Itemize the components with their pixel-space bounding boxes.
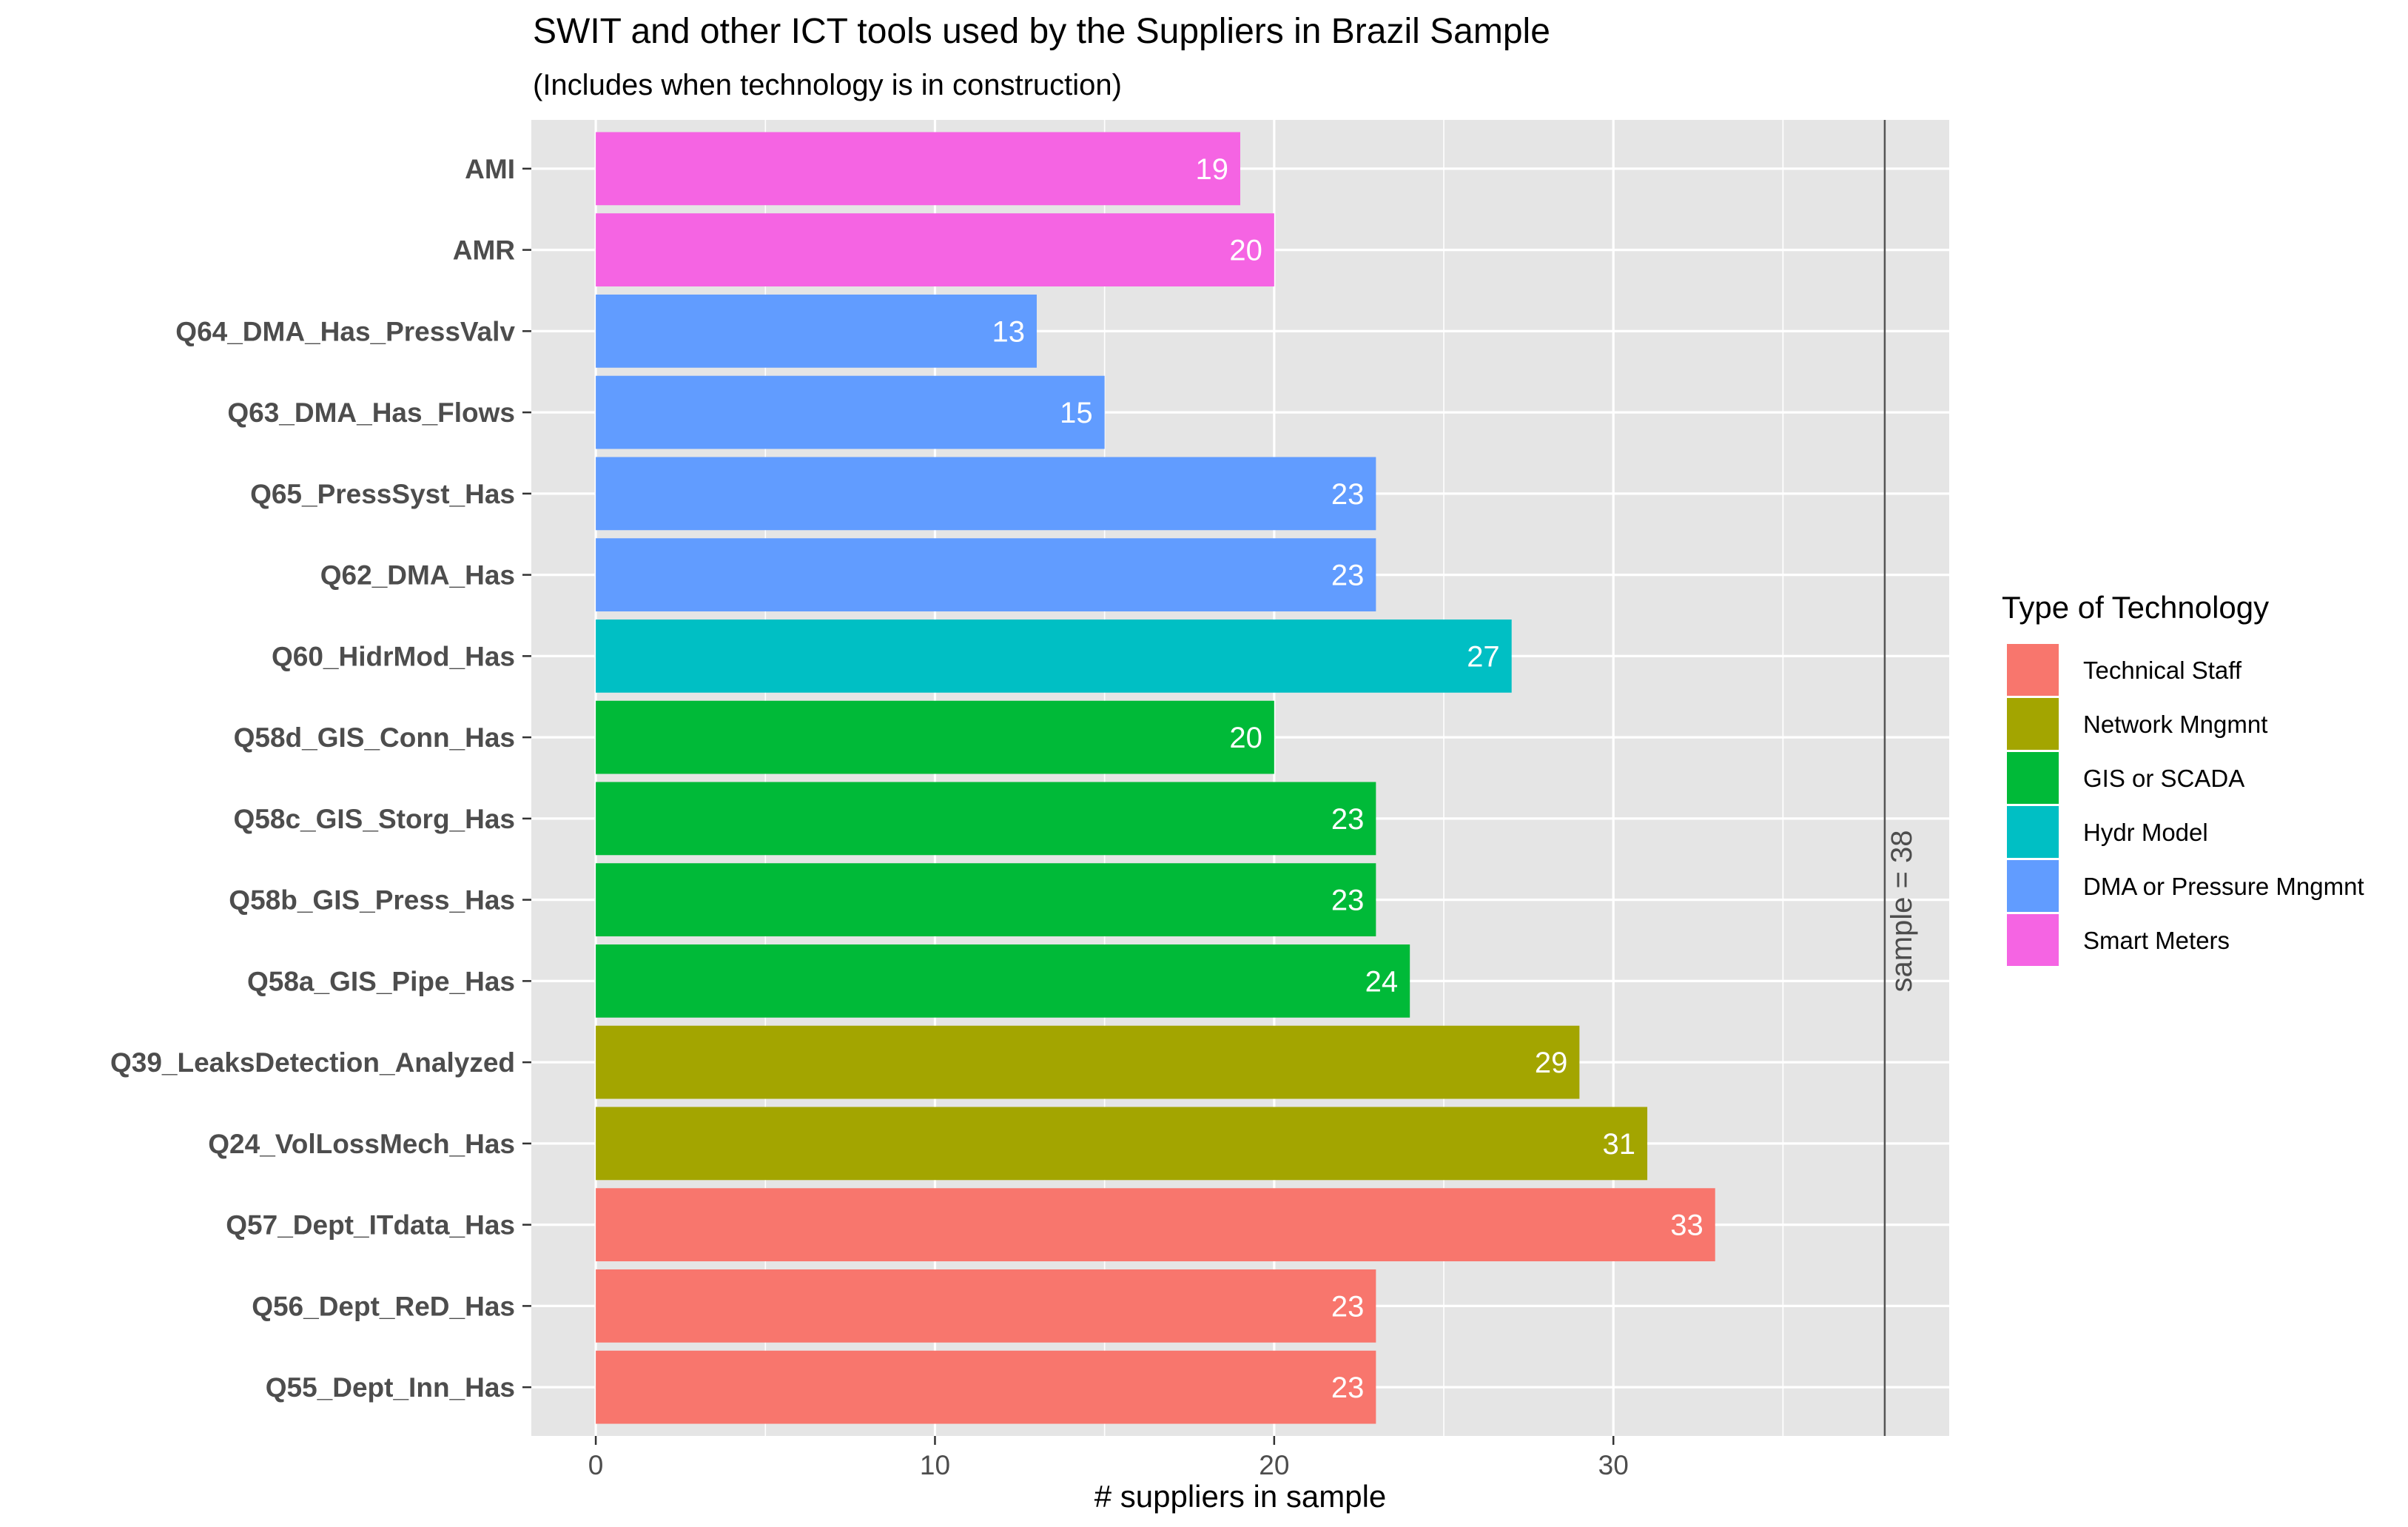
y-axis: AMI AMR Q64_DMA_Has_PressValv Q63_DMA_Has_F…: [110, 154, 531, 1403]
bar-value-label: 23: [1331, 560, 1365, 592]
bar-value-label: 20: [1229, 722, 1262, 754]
legend-key: [2007, 644, 2059, 696]
legend-label: Network Mngmnt: [2083, 711, 2267, 738]
y-tick-label: Q55_Dept_Inn_Has: [266, 1372, 515, 1403]
bar: [596, 863, 1376, 937]
bars-group: [596, 132, 1715, 1424]
y-tick-label: Q64_DMA_Has_PressValv: [175, 316, 515, 346]
legend-label: DMA or Pressure Mngmnt: [2083, 873, 2364, 900]
bar-value-label: 23: [1331, 1290, 1365, 1323]
y-tick-label: Q39_LeaksDetection_Analyzed: [110, 1047, 515, 1078]
bar: [596, 782, 1376, 856]
y-tick-label: AMI: [465, 154, 515, 184]
bar-value-label: 15: [1060, 397, 1093, 429]
bar-labels-group: 19 20 13 15 23 23 27 20 23 23 24 29 31 33 23 23: [992, 153, 1703, 1404]
y-tick-label: Q63_DMA_Has_Flows: [227, 397, 515, 428]
bar: [596, 619, 1512, 693]
legend: Type of Technology Technical Staff Networ…: [2002, 590, 2364, 966]
bar: [596, 538, 1376, 612]
bar: [596, 1350, 1376, 1424]
bar: [596, 1025, 1580, 1099]
y-tick-label: Q58a_GIS_Pipe_Has: [247, 966, 515, 996]
bar: [596, 1107, 1648, 1181]
y-tick-label: Q24_VolLossMech_Has: [208, 1129, 515, 1159]
bar-value-label: 23: [1331, 1372, 1365, 1404]
legend-key: [2007, 860, 2059, 912]
bar-value-label: 33: [1670, 1209, 1704, 1242]
x-tick-label: 10: [920, 1450, 950, 1480]
bar-value-label: 31: [1603, 1128, 1636, 1161]
bar: [596, 213, 1274, 286]
x-axis-label: # suppliers in sample: [1094, 1479, 1387, 1514]
bar-value-label: 13: [992, 315, 1025, 348]
legend-label: GIS or SCADA: [2083, 765, 2244, 792]
legend-key: [2007, 698, 2059, 750]
legend-label: Smart Meters: [2083, 927, 2230, 954]
bar: [596, 375, 1105, 449]
bar: [596, 1188, 1715, 1262]
y-tick-label: Q57_Dept_ITdata_Has: [226, 1210, 515, 1241]
legend-items: Technical Staff Network Mngmnt GIS or SCAD…: [2007, 644, 2364, 966]
y-tick-label: Q65_PressSyst_Has: [250, 479, 515, 509]
x-tick-label: 30: [1598, 1450, 1629, 1480]
bar: [596, 457, 1376, 531]
bar-value-label: 23: [1331, 803, 1365, 836]
x-tick-label: 0: [588, 1450, 604, 1480]
y-tick-label: Q58c_GIS_Storg_Has: [234, 804, 515, 834]
sample-reference-label: sample = 38: [1886, 830, 1918, 992]
x-axis: 0 10 20 30: [588, 1436, 1629, 1480]
chart-subtitle: (Includes when technology is in construc…: [533, 69, 1122, 101]
bar-value-label: 23: [1331, 885, 1365, 917]
chart-title: SWIT and other ICT tools used by the Sup…: [533, 12, 1550, 51]
y-tick-label: Q58d_GIS_Conn_Has: [234, 722, 515, 753]
bar-value-label: 20: [1229, 235, 1262, 267]
bar: [596, 1269, 1376, 1343]
bar-value-label: 27: [1467, 640, 1500, 673]
y-tick-label: Q56_Dept_ReD_Has: [252, 1291, 515, 1321]
bar-value-label: 23: [1331, 478, 1365, 511]
legend-key: [2007, 752, 2059, 804]
legend-key: [2007, 914, 2059, 966]
legend-key: [2007, 806, 2059, 858]
legend-label: Technical Staff: [2083, 657, 2242, 684]
bar-value-label: 24: [1365, 965, 1399, 998]
bar-value-label: 29: [1535, 1047, 1568, 1079]
bar: [596, 132, 1240, 206]
y-tick-label: Q58b_GIS_Press_Has: [229, 885, 515, 916]
legend-title: Type of Technology: [2002, 590, 2269, 625]
y-tick-label: AMR: [453, 235, 515, 266]
y-tick-label: Q62_DMA_Has: [320, 560, 515, 591]
legend-label: Hydr Model: [2083, 819, 2208, 846]
x-tick-label: 20: [1259, 1450, 1289, 1480]
bar: [596, 700, 1274, 774]
bar: [596, 294, 1037, 368]
bar: [596, 944, 1410, 1018]
bar-value-label: 19: [1196, 153, 1229, 186]
y-tick-label: Q60_HidrMod_Has: [272, 641, 515, 671]
